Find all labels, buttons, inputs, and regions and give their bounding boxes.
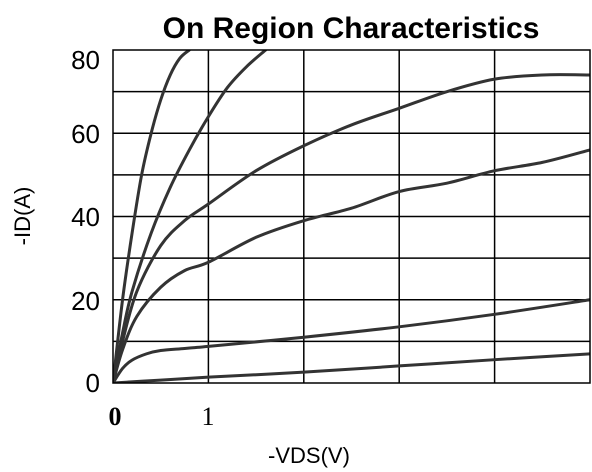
chart-title: On Region Characteristics (163, 12, 540, 45)
series-line-6 (113, 352, 590, 383)
y-axis-label: -ID(A) (10, 187, 35, 246)
y-axis-ticks: 80 60 40 20 0 (71, 45, 100, 398)
plot-frame (112, 49, 591, 384)
y-tick-label-80: 80 (71, 45, 100, 75)
series-line-1 (113, 50, 191, 383)
series-group (113, 50, 590, 383)
y-tick-label-40: 40 (71, 202, 100, 232)
x-axis-label: -VDS(V) (268, 443, 350, 468)
y-tick-label-0: 0 (86, 368, 100, 398)
series-line-5 (113, 298, 590, 383)
series-line-4 (113, 148, 590, 383)
y-tick-label-20: 20 (71, 286, 100, 316)
series-line-2 (113, 50, 268, 383)
x-axis-ticks: 0 1 (109, 402, 215, 431)
plot-area (112, 49, 591, 384)
grid-lines (113, 50, 590, 383)
y-tick-label-60: 60 (71, 119, 100, 149)
x-tick-label-1: 1 (202, 402, 215, 431)
x-tick-label-0: 0 (109, 402, 122, 431)
series-line-3 (113, 73, 590, 383)
